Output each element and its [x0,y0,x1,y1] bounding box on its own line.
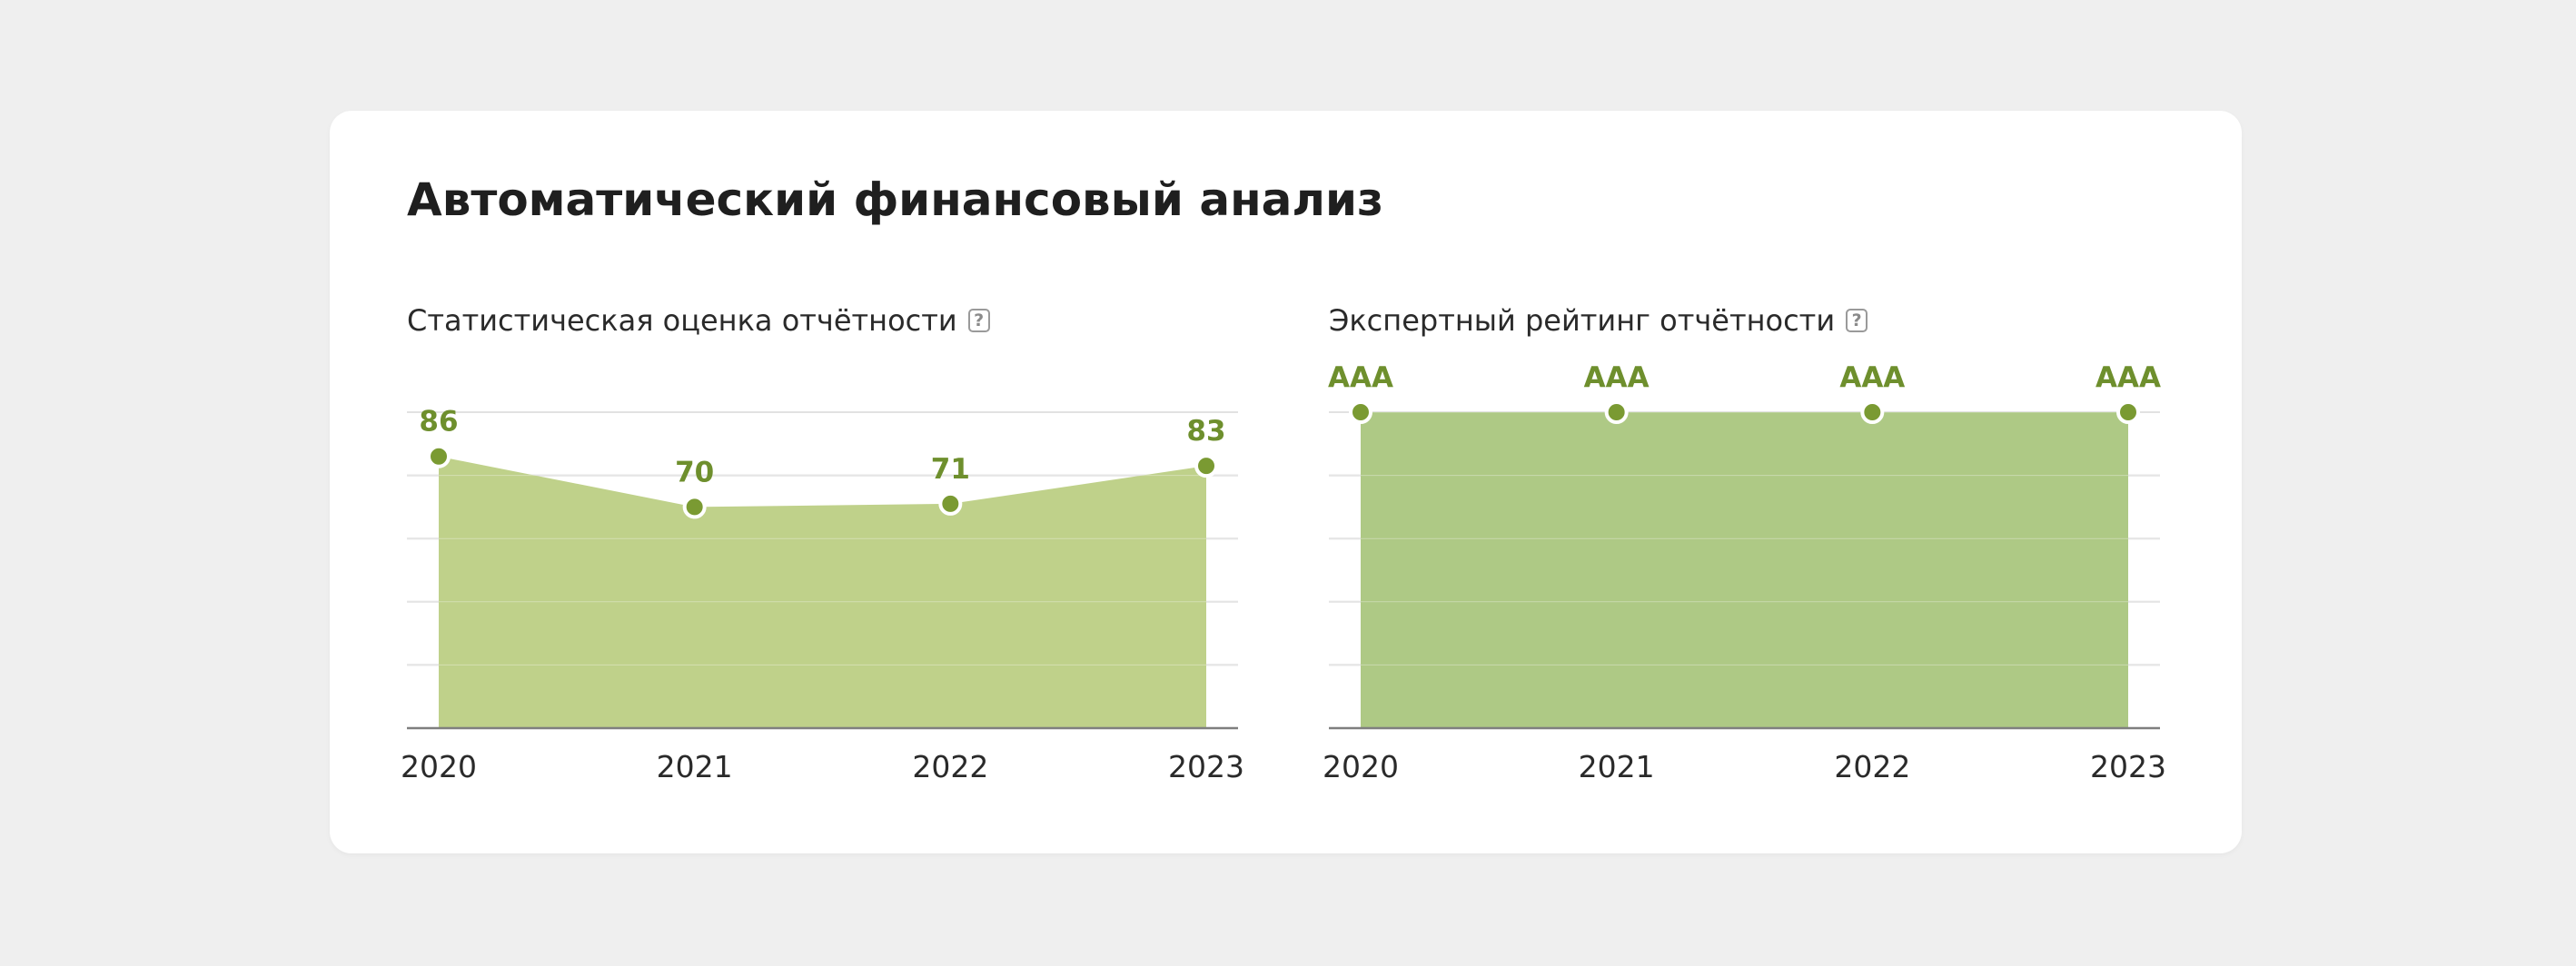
area-series [1361,412,2128,728]
x-tick-label: 2022 [912,749,988,784]
data-point[interactable] [1349,400,1372,424]
data-label: 86 [419,406,458,439]
help-icon[interactable]: ? [967,309,990,332]
x-tick-label: 2023 [1168,749,1244,784]
data-label: 71 [931,453,970,486]
data-label: 70 [675,456,714,488]
data-label: AAA [1839,361,1905,394]
chart-title: Экспертный рейтинг отчётности ? [1329,303,1868,338]
data-point[interactable] [1860,400,1885,424]
statistical-score-chart: Статистическая оценка отчётности ? 86 202… [401,111,1252,853]
chart-title-text: Экспертный рейтинг отчётности [1329,303,1836,338]
data-point[interactable] [427,444,451,468]
x-tick-label: 2023 [2090,749,2166,784]
x-tick-label: 2020 [1323,749,1399,784]
data-label: 83 [1186,415,1225,448]
gridlines-overlay [407,411,1238,665]
x-tick-label: 2020 [401,749,477,784]
chart-title: Статистическая оценка отчётности ? [407,303,990,338]
data-point[interactable] [2116,400,2140,424]
financial-analysis-card: Автоматический финансовый анализ Статист… [330,111,2242,853]
data-point[interactable] [1604,400,1629,424]
chart-title-text: Статистическая оценка отчётности [407,303,957,338]
chart-plot: 86 2020 70 2021 71 2022 83 2023 [401,406,1244,784]
gridlines-overlay [1329,411,2160,665]
data-point[interactable] [938,491,963,516]
data-label: AAA [1328,361,1393,394]
x-tick-label: 2021 [1579,749,1655,784]
chart-plot: AAA 2020 AAA 2021 AAA 2022 AAA 2023 [1323,361,2166,784]
help-icon[interactable]: ? [1846,309,1868,332]
area-series [439,456,1206,728]
page-title: Автоматический финансовый анализ [407,173,1384,226]
expert-rating-chart: Экспертный рейтинг отчётности ? AAA 2020 A… [1323,111,2174,853]
x-tick-label: 2021 [657,749,733,784]
data-label: AAA [1584,361,1650,394]
x-tick-label: 2022 [1834,749,1910,784]
data-point[interactable] [1194,454,1218,478]
data-point[interactable] [682,495,707,519]
data-label: AAA [2095,361,2161,394]
